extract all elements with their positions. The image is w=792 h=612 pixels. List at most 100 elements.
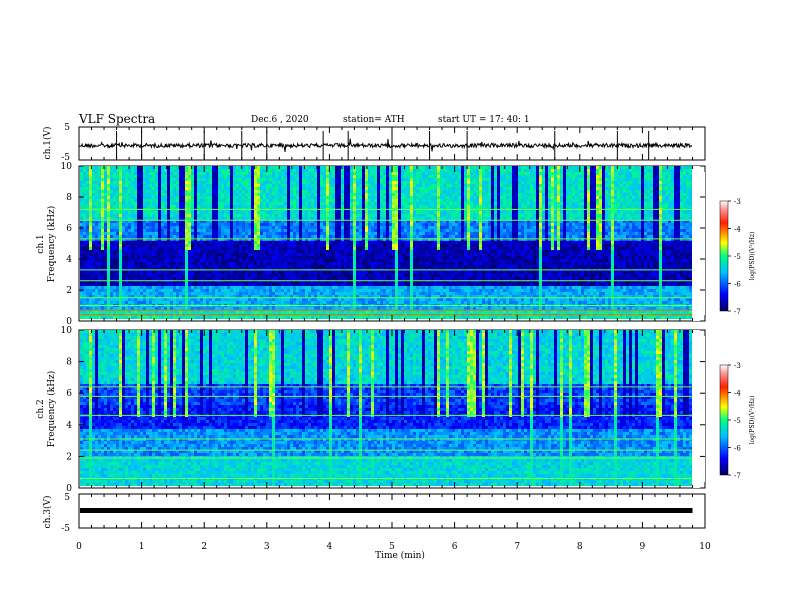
spectrogram-cell xyxy=(308,211,311,214)
spectrogram-cell xyxy=(134,166,137,169)
spectrogram-cell xyxy=(515,178,518,181)
spectrogram-cell xyxy=(287,226,290,229)
spectrogram-cell xyxy=(332,217,335,220)
spectrogram-cell xyxy=(200,190,203,193)
spectrogram-cell xyxy=(635,187,638,190)
spectrogram-cell xyxy=(581,205,584,208)
spectrogram-cell xyxy=(464,205,467,208)
spectrogram-cell xyxy=(503,199,506,202)
spectrogram-cell xyxy=(287,232,290,235)
spectrogram-cell xyxy=(146,172,149,175)
spectrogram-cell xyxy=(587,178,590,181)
spectrogram-cell xyxy=(599,202,602,205)
spectrogram-cell xyxy=(197,178,200,181)
spectrogram-cell xyxy=(347,196,350,199)
spectrogram-cell xyxy=(95,223,98,226)
spectrogram-cell xyxy=(341,202,344,205)
spectrogram-cell xyxy=(596,184,599,187)
spectrogram-cell xyxy=(185,226,188,229)
spectrogram-cell xyxy=(413,205,416,208)
spectrogram-cell xyxy=(167,226,170,229)
spectrogram-cell xyxy=(134,181,137,184)
spectrogram-cell xyxy=(620,190,623,193)
spectrogram-cell xyxy=(629,184,632,187)
spectrogram-cell xyxy=(527,181,530,184)
spectrogram-cell xyxy=(302,205,305,208)
spectrogram-cell xyxy=(296,226,299,229)
spectrogram-cell xyxy=(269,226,272,229)
spectrogram-cell xyxy=(149,211,152,214)
spectrogram-cell xyxy=(485,199,488,202)
spectrogram-cell xyxy=(230,217,233,220)
spectrogram-cell xyxy=(611,184,614,187)
spectrogram-cell xyxy=(599,178,602,181)
ch1-ytick-top: 5 xyxy=(64,123,70,133)
spectrogram-cell xyxy=(176,193,179,196)
spectrogram-cell xyxy=(575,181,578,184)
spectrogram-cell xyxy=(362,202,365,205)
spectrogram-cell xyxy=(506,190,509,193)
spectrogram-cell xyxy=(353,187,356,190)
spectrogram-cell xyxy=(320,205,323,208)
spectrogram-cell xyxy=(551,178,554,181)
spectrogram-cell xyxy=(98,205,101,208)
spectrogram-cell xyxy=(359,193,362,196)
spectrogram-cell xyxy=(518,226,521,229)
spectrogram-cell xyxy=(95,196,98,199)
spectrogram-cell xyxy=(101,235,104,238)
spectrogram-cell xyxy=(149,202,152,205)
spectrogram-cell xyxy=(389,223,392,226)
spectrogram-cell xyxy=(512,229,515,232)
spectrogram-cell xyxy=(446,199,449,202)
spectrogram-cell xyxy=(377,202,380,205)
spectrogram-cell xyxy=(212,187,215,190)
spectrogram-cell xyxy=(644,226,647,229)
spectrogram-cell xyxy=(560,190,563,193)
spectrogram-cell xyxy=(83,202,86,205)
spectrogram-cell xyxy=(689,196,692,199)
spectrogram-cell xyxy=(110,181,113,184)
spectrogram-cell xyxy=(644,175,647,178)
spectrogram-cell xyxy=(212,214,215,217)
spectrogram-cell xyxy=(251,184,254,187)
spectrogram-cell xyxy=(638,211,641,214)
spectrogram-cell xyxy=(503,214,506,217)
spectrogram-cell xyxy=(362,199,365,202)
spectrogram-cell xyxy=(608,181,611,184)
spectrogram-cell xyxy=(464,184,467,187)
spectrogram-cell xyxy=(218,184,221,187)
spectrogram-cell xyxy=(203,199,206,202)
spectrogram-cell xyxy=(683,232,686,235)
spectrogram-cell xyxy=(221,193,224,196)
spectrogram-cell xyxy=(89,199,92,202)
spectrogram-cell xyxy=(371,235,374,238)
spectrogram-cell xyxy=(512,226,515,229)
spectrogram-cell xyxy=(650,175,653,178)
spectrogram-cell xyxy=(515,187,518,190)
spectrogram-cell xyxy=(329,214,332,217)
spectrogram-cell xyxy=(440,205,443,208)
start-time-label: start UT = 17: 40: 1 xyxy=(438,115,530,125)
spectrogram-cell xyxy=(83,235,86,238)
spectrogram-cell xyxy=(227,181,230,184)
spectrogram-cell xyxy=(134,184,137,187)
spectrogram-cell xyxy=(386,235,389,238)
spectrogram-cell xyxy=(437,223,440,226)
spectrogram-cell xyxy=(341,193,344,196)
spectrogram-cell xyxy=(398,181,401,184)
spectrogram-cell xyxy=(158,187,161,190)
spectrogram-cell xyxy=(605,184,608,187)
spectrogram-cell xyxy=(497,196,500,199)
spectrogram-cell xyxy=(665,181,668,184)
spectrogram-cell xyxy=(497,226,500,229)
spectrogram-cell xyxy=(365,199,368,202)
spectrogram-cell xyxy=(95,205,98,208)
spectrogram-cell xyxy=(554,178,557,181)
spectrogram-cell xyxy=(476,214,479,217)
spectrogram-cell xyxy=(668,211,671,214)
spectrogram-cell xyxy=(392,211,395,214)
spectrogram-cell xyxy=(686,166,689,169)
spectrogram-cell xyxy=(323,211,326,214)
spectrogram-cell xyxy=(155,169,158,172)
spectrogram-cell xyxy=(200,169,203,172)
